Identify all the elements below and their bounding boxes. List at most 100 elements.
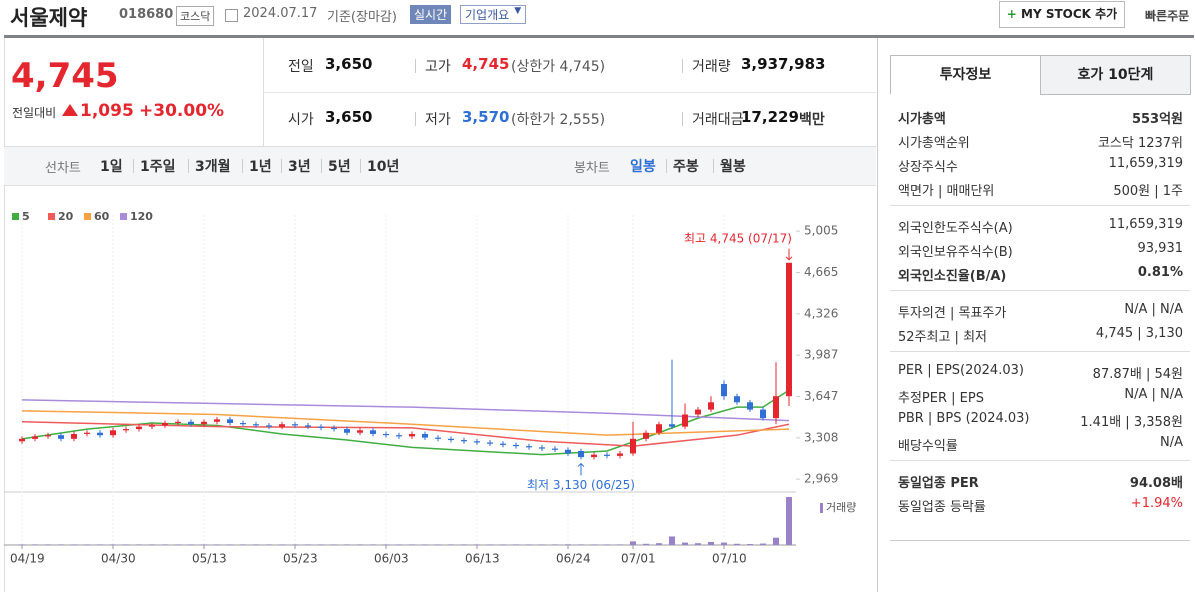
- volume-bar: [591, 544, 597, 545]
- min-arrow: [577, 462, 585, 476]
- volume-bar: [396, 544, 402, 545]
- volume-bar: [786, 497, 792, 545]
- candle-body: [97, 432, 103, 436]
- x-tick-label: 04/19: [10, 552, 45, 566]
- candle-body: [32, 436, 38, 439]
- candle-body: [500, 443, 506, 445]
- summary-unit: 백만: [799, 112, 825, 128]
- candle-body: [370, 430, 376, 434]
- candle-body: [266, 425, 272, 427]
- info-tab[interactable]: 호가 10단계: [1040, 55, 1191, 95]
- period-tab[interactable]: 1일: [100, 159, 123, 175]
- candle-body: [734, 396, 740, 403]
- volume-bar: [409, 544, 415, 545]
- legend-label: 5: [22, 210, 30, 223]
- summary-label: 전일: [288, 59, 314, 75]
- volume-bar: [175, 544, 181, 545]
- candle-body: [448, 438, 454, 441]
- quick-order[interactable]: 빠른주문: [1145, 9, 1190, 23]
- volume-bar: [110, 544, 116, 545]
- volume-bar: [188, 544, 194, 545]
- volume-bar: [760, 543, 766, 545]
- period-tab[interactable]: 1년: [249, 159, 272, 175]
- period-tab[interactable]: 1주일: [140, 159, 176, 175]
- candle-body: [760, 409, 766, 419]
- info-label: 외국인소진율(B/A): [898, 269, 1007, 284]
- candle-body: [682, 414, 688, 427]
- candle-body: [45, 435, 51, 437]
- period-bar: [4, 146, 876, 186]
- my-stock-text: MY STOCK 추가: [1021, 7, 1118, 21]
- divider: [263, 92, 876, 93]
- info-label: 상장주식수: [898, 160, 958, 175]
- period-tab[interactable]: 5년: [328, 159, 351, 175]
- separator: [242, 159, 243, 173]
- separator: [713, 159, 714, 173]
- summary-note: (상한가 4,745): [511, 59, 606, 75]
- separator: [682, 59, 683, 73]
- my-stock-button[interactable]: + MY STOCK 추가: [999, 1, 1125, 28]
- section-rule: [890, 205, 1190, 206]
- candle-body: [669, 424, 675, 427]
- volume-bar: [318, 544, 324, 545]
- legend-label: 20: [58, 210, 74, 223]
- info-value: 11,659,319: [1108, 156, 1183, 171]
- volume-bar: [656, 543, 662, 545]
- change-label: 전일대비: [12, 106, 57, 120]
- info-label: 추정PER | EPS: [898, 391, 984, 406]
- candle-tab[interactable]: 월봉: [720, 159, 746, 175]
- candle-body: [19, 438, 25, 442]
- volume-bar: [227, 544, 233, 545]
- candle-body: [84, 432, 90, 434]
- info-value: 11,659,319: [1108, 217, 1183, 232]
- info-label: 투자의견 | 목표주가: [898, 306, 1007, 321]
- company-info-text: 기업개요: [465, 8, 510, 22]
- candle-body: [565, 449, 571, 454]
- period-tab[interactable]: 3개월: [195, 159, 231, 175]
- candle-body: [292, 424, 298, 426]
- info-panel: [890, 55, 1190, 541]
- section-rule: [890, 460, 1190, 461]
- volume-bar: [45, 544, 51, 545]
- candle-body: [201, 421, 207, 425]
- realtime-button[interactable]: 실시간: [410, 5, 452, 24]
- volume-bar: [773, 537, 779, 545]
- moving-average: [21, 399, 790, 422]
- candle-tab[interactable]: 주봉: [673, 159, 699, 175]
- y-tick-label: 4,665: [804, 265, 838, 279]
- candle-body: [435, 437, 441, 439]
- candle-body: [721, 384, 727, 397]
- company-info-button[interactable]: 기업개요 ▼: [460, 5, 527, 24]
- candle-body: [526, 446, 532, 448]
- summary-value: 3,650: [325, 108, 373, 126]
- candle-body: [123, 429, 129, 431]
- y-tick-label: 4,326: [804, 306, 838, 320]
- volume-bar: [123, 544, 129, 545]
- candle-body: [344, 429, 350, 433]
- legend-swatch: [120, 213, 127, 220]
- volume-bar: [331, 544, 337, 545]
- period-tab[interactable]: 3년: [288, 159, 311, 175]
- candle-tab[interactable]: 일봉: [630, 159, 656, 175]
- candle-body: [71, 433, 77, 439]
- candle-body: [162, 423, 168, 426]
- volume-bar: [526, 544, 532, 545]
- separator: [666, 159, 667, 173]
- x-tick-label: 04/30: [101, 552, 136, 566]
- volume-bar: [435, 544, 441, 545]
- candle-body: [578, 451, 584, 458]
- info-label: 배당수익률: [898, 439, 958, 454]
- volume-bar: [539, 544, 545, 545]
- summary-value: 3,570: [462, 108, 510, 126]
- info-label: 외국인한도주식수(A): [898, 221, 1013, 236]
- x-tick-label: 06/13: [465, 552, 500, 566]
- volume-bar: [513, 544, 519, 545]
- candle-body: [552, 448, 558, 450]
- candle-body: [136, 426, 142, 430]
- candle-body: [396, 435, 402, 437]
- candle-body: [422, 433, 428, 438]
- volume-bar: [695, 543, 701, 545]
- info-tab[interactable]: 투자정보: [890, 55, 1041, 94]
- period-tab[interactable]: 10년: [367, 159, 400, 175]
- candle-body: [58, 435, 64, 439]
